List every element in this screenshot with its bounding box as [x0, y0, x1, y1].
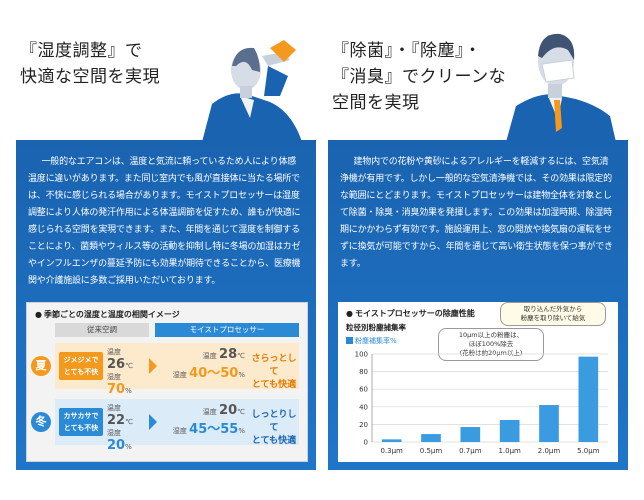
bar [421, 434, 441, 442]
hot-person-illustration [202, 40, 302, 142]
y-tick-label: 40 [359, 403, 368, 411]
winter-hum-b: 45〜55 [189, 422, 239, 437]
chart-legend: 粉塵補集率% [346, 336, 397, 346]
summer-hum-a: 70 [107, 382, 126, 397]
temp-label: 温度 [107, 404, 121, 412]
temp-label: 温度 [202, 352, 217, 360]
clean-headline: 『除菌』・『除塵』・ 『消臭』でクリーンな 空間を実現 [332, 38, 506, 116]
season-table-title: 季節ごとの湿度と温度の相関イメージ [35, 309, 180, 320]
x-tick-label: 2.0μm [538, 447, 561, 455]
dust-capture-chart: 0 20 40 60 80 100 0.3μm 0.5μm 0.7μm 1.0μm 2.0μm 5.0… [355, 351, 608, 455]
x-tick-label: 0.5μm [420, 447, 443, 455]
dust-chart-title: モイストプロセッサーの除塵性能 [346, 308, 475, 319]
bar [499, 420, 520, 442]
summer-good-text: さらっとして とても快適 [251, 354, 297, 390]
summer-temp-a: 26 [107, 357, 126, 372]
y-tick-label: 0 [364, 439, 368, 447]
x-tick-label: 0.3μm [380, 447, 403, 455]
summer-good-label: さらっとして とても快適 [249, 352, 299, 390]
bar [381, 439, 402, 442]
winter-hum-a: 20 [107, 438, 126, 453]
humidity-column: 『湿度調整』で 快適な空間を実現 一般的なエアコンは、温度と気流に頼っているため… [16, 0, 316, 480]
hum-label: 湿度 [107, 373, 121, 381]
hum-label: 湿度 [107, 429, 121, 437]
clean-panel: 建物内での花粉や黄砂によるアレルギーを軽減するには、空気清浄機が有用です。しかし… [328, 140, 628, 470]
headline-line: 『除菌』・『除塵』・ [332, 41, 482, 61]
humidity-panel: 一般的なエアコンは、温度と気流に頼っているため人により体感温度に違いがあります。… [16, 140, 316, 470]
clean-paragraph: 建物内での花粉や黄砂によるアレルギーを軽減するには、空気清浄機が有用です。しかし… [340, 157, 613, 269]
bar [539, 405, 559, 442]
headline-line: 快適な空間を実現 [20, 67, 160, 87]
winter-good-label: しっとりして とても快適 [249, 408, 299, 446]
column-moist-processor: モイストプロセッサー [155, 323, 299, 337]
winter-good-text: しっとりして とても快適 [251, 410, 297, 446]
hum-unit: % [238, 371, 245, 379]
callout-removal: 10μm以上の粉塵は、 ほぼ100%除去 (花粉は約20μm以上) [438, 328, 544, 361]
callout-removal-text: 10μm以上の粉塵は、 ほぼ100%除去 (花粉は約20μm以上) [458, 331, 524, 357]
callout-intake-text: 取り込んだ外気から 粉塵を取り除いて給気 [520, 305, 586, 322]
legend-label: 粉塵補集率% [355, 337, 397, 345]
winter-arrow [149, 414, 157, 430]
season-table-card: 季節ごとの湿度と温度の相関イメージ 従来空調 モイストプロセッサー 夏 ジメジメ… [26, 302, 308, 462]
winter-bad-text: カサカサで とても不快 [63, 412, 99, 432]
x-tick-label: 0.7μm [459, 447, 482, 455]
summer-bad-text: ジメジメで とても不快 [63, 356, 99, 376]
hum-label: 湿度 [172, 371, 187, 379]
summer-conventional-values: 温度 26℃ 湿度 70% [107, 347, 147, 397]
legend-swatch [346, 337, 353, 344]
humidity-headline: 『湿度調整』で 快適な空間を実現 [20, 38, 160, 90]
headline-line: 『湿度調整』で [20, 41, 143, 61]
hum-unit: % [238, 427, 245, 435]
y-tick-label: 100 [355, 351, 368, 359]
summer-hum-b: 40〜50 [189, 366, 239, 381]
x-tick-label: 1.0μm [498, 447, 521, 455]
winter-temp-a: 22 [107, 413, 126, 428]
clean-column: 『除菌』・『除塵』・ 『消臭』でクリーンな 空間を実現 建物内での花粉や黄砂によ… [328, 0, 628, 480]
summer-moist-values: 温度 28℃ 湿度 40〜50% [161, 347, 245, 381]
temp-unit: ℃ [125, 418, 133, 426]
winter-badge: 冬 [31, 412, 51, 432]
dust-chart-subtitle: 粒径別粉塵捕集率 [346, 323, 406, 332]
temp-label: 温度 [202, 408, 217, 416]
headline-line: 『消臭』でクリーンな [332, 67, 507, 87]
winter-moist-values: 温度 20℃ 湿度 45〜55% [161, 403, 245, 437]
temp-unit: ℃ [125, 362, 133, 370]
winter-bad-label: カサカサで とても不快 [59, 408, 103, 436]
hum-label: 湿度 [172, 427, 187, 435]
x-tick-label: 5.0μm [577, 447, 600, 455]
summer-bad-label: ジメジメで とても不快 [59, 352, 103, 380]
winter-temp-b: 20 [219, 403, 238, 418]
y-tick-label: 60 [359, 386, 368, 394]
y-tick-label: 20 [359, 421, 368, 429]
temp-unit: ℃ [237, 408, 245, 416]
hum-unit: % [125, 443, 132, 451]
hum-unit: % [125, 387, 132, 395]
summer-arrow [149, 358, 157, 374]
dust-chart-card: モイストプロセッサーの除塵性能 粒径別粉塵捕集率 粉塵補集率% 取り込んだ外気か… [338, 302, 618, 462]
y-tick-label: 80 [359, 368, 368, 376]
summer-badge: 夏 [31, 356, 51, 376]
column-conventional: 従来空調 [55, 323, 149, 337]
winter-conventional-values: 温度 22℃ 湿度 20% [107, 403, 147, 453]
masked-person-illustration [506, 33, 616, 142]
temp-label: 温度 [107, 348, 121, 356]
callout-intake: 取り込んだ外気から 粉塵を取り除いて給気 [500, 302, 606, 326]
bar [578, 356, 599, 442]
headline-line: 空間を実現 [332, 93, 420, 113]
temp-unit: ℃ [237, 352, 245, 360]
bar [460, 427, 481, 442]
humidity-paragraph: 一般的なエアコンは、温度と気流に頼っているため人により体感温度に違いがあります。… [28, 157, 301, 286]
summer-temp-b: 28 [219, 347, 238, 362]
